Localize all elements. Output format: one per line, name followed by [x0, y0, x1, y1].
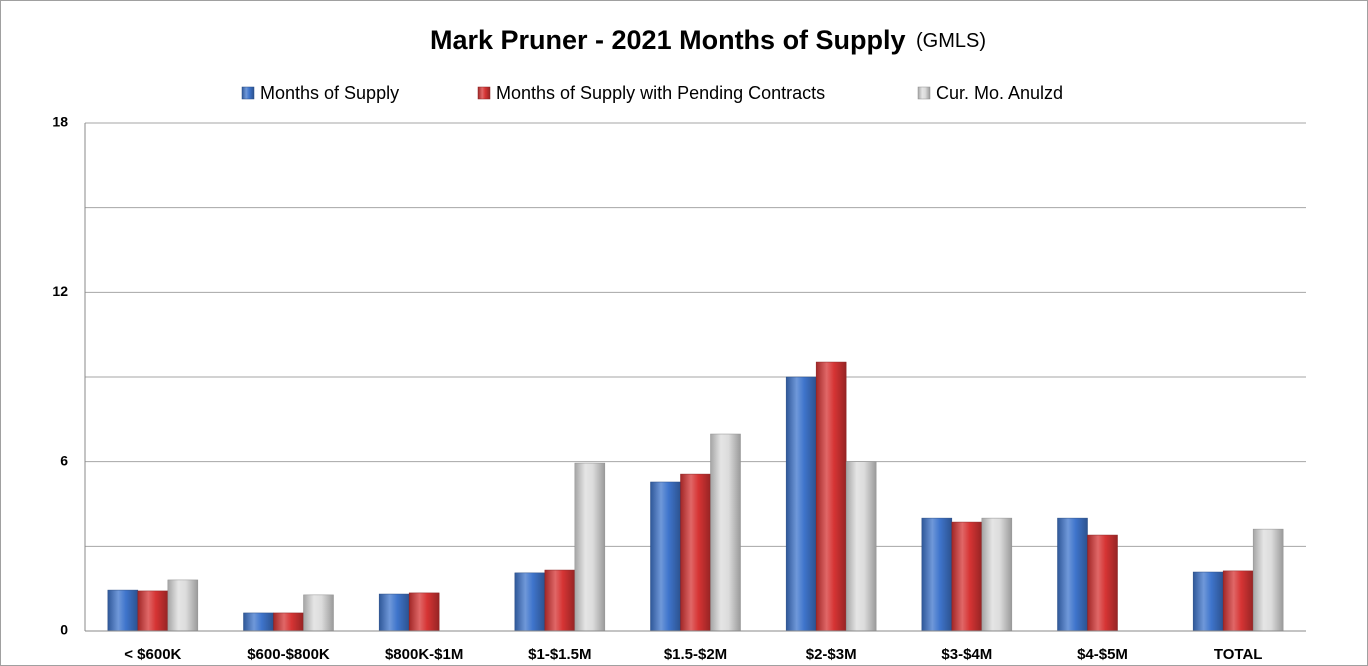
x-tick-label: $2-$3M [806, 646, 857, 663]
bar [710, 433, 741, 632]
chart-title: Mark Pruner - 2021 Months of Supply (GML… [430, 25, 986, 55]
bar [1057, 517, 1088, 632]
bar [1252, 528, 1284, 632]
bar [378, 593, 410, 632]
bar [167, 579, 199, 632]
bar [680, 473, 711, 632]
x-tick-label: $800K-$1M [385, 646, 463, 663]
legend-label: Months of Supply with Pending Contracts [496, 83, 825, 103]
x-tick-label: $1-$1.5M [528, 646, 591, 663]
legend-label: Cur. Mo. Anulzd [936, 83, 1063, 103]
bar [845, 461, 877, 632]
bar [785, 376, 817, 632]
legend-swatch [241, 86, 255, 100]
bar [303, 594, 334, 632]
x-tick-label: $600-$800K [247, 646, 330, 663]
title: Mark Pruner - 2021 Months of Supply [430, 25, 906, 55]
bar [1222, 570, 1254, 632]
bar [951, 521, 983, 632]
bar [408, 592, 440, 632]
bar [137, 590, 169, 632]
bar [981, 517, 1013, 632]
bar [1192, 571, 1224, 632]
bar [514, 572, 546, 632]
x-tick-label: $1.5-$2M [664, 646, 727, 663]
bar [1087, 534, 1118, 632]
subtitle: (GMLS) [916, 30, 986, 52]
bar [650, 481, 681, 632]
y-tick-label: 6 [60, 452, 68, 468]
bar [544, 569, 576, 632]
bar [243, 612, 274, 632]
legend-swatch [477, 86, 491, 100]
y-tick-label: 12 [52, 283, 68, 299]
x-tick-label: $3-$4M [941, 646, 992, 663]
x-tick-label: $4-$5M [1077, 646, 1128, 663]
x-tick-label: < $600K [124, 646, 181, 663]
legend-swatch [917, 86, 931, 100]
x-tick-label: TOTAL [1214, 646, 1263, 663]
bar [107, 589, 139, 632]
bar [921, 517, 953, 632]
bar [574, 462, 606, 632]
legend-label: Months of Supply [260, 83, 399, 103]
y-tick-label: 18 [52, 114, 68, 130]
bar [273, 612, 304, 632]
bar [815, 361, 847, 632]
y-tick-label: 0 [60, 622, 68, 638]
